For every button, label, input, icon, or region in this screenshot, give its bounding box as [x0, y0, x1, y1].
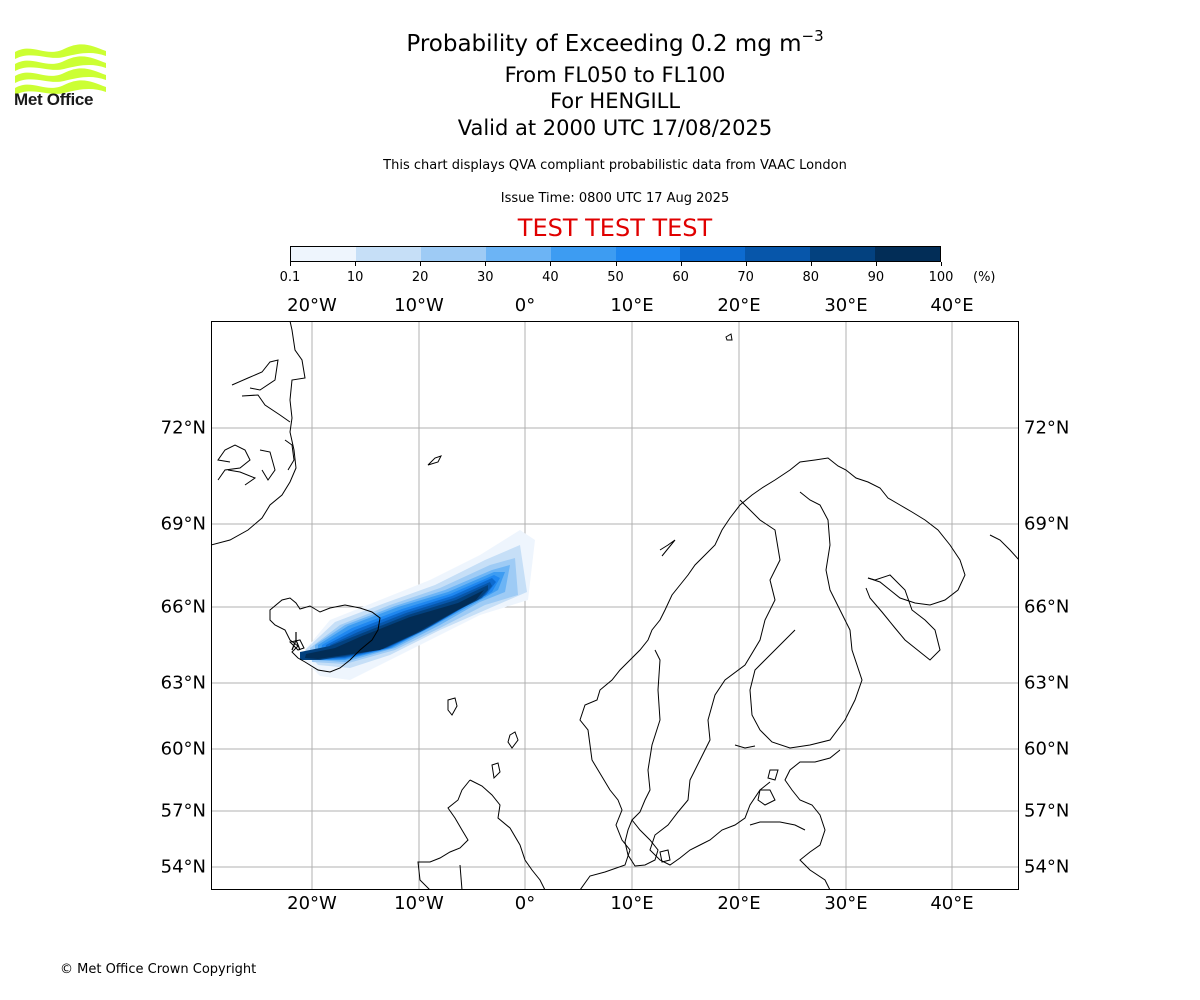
colorbar-tick — [810, 262, 812, 266]
logo-text: Met Office — [14, 90, 94, 109]
longitude-label: 40°E — [930, 893, 974, 914]
latitude-label: 63°N — [1024, 672, 1070, 694]
latitude-label: 72°N — [160, 417, 206, 439]
colorbar-segment — [615, 247, 681, 261]
colorbar-segment — [745, 247, 811, 261]
latitude-label: 63°N — [160, 672, 206, 694]
longitude-label: 0° — [514, 295, 536, 316]
colorbar-tick — [485, 262, 487, 266]
colorbar-tick-label: 90 — [867, 270, 885, 285]
colorbar-segment — [875, 247, 941, 261]
latitude-label: 69°N — [160, 513, 206, 535]
colorbar-tick-label: 60 — [672, 270, 689, 285]
colorbar-tick — [745, 262, 747, 266]
chart-title: Probability of Exceeding 0.2 mg m−3 — [406, 27, 824, 57]
volcano-marker — [291, 632, 301, 651]
colorbar-segment — [550, 247, 616, 261]
colorbar-tick-label: 80 — [802, 270, 820, 285]
longitude-label: 40°E — [930, 295, 974, 316]
flight-level-range: From FL050 to FL100 — [504, 63, 726, 87]
colorbar-segment — [810, 247, 876, 261]
colorbar-segment — [355, 247, 421, 261]
longitude-label: 20°W — [287, 893, 337, 914]
longitude-label: 20°E — [717, 893, 761, 914]
colorbar-tick — [290, 262, 291, 266]
colorbar-segment — [420, 247, 486, 261]
latitude-label: 66°N — [160, 596, 206, 618]
colorbar-tick-label: 20 — [411, 270, 429, 285]
longitude-label: 10°W — [394, 893, 444, 914]
colorbar-tick — [550, 262, 552, 266]
colorbar-tick-label: 40 — [542, 270, 559, 285]
colorbar-tick-label: 10 — [346, 270, 364, 285]
colorbar-unit: (%) — [973, 270, 996, 285]
latitude-label: 69°N — [1024, 513, 1070, 535]
test-banner: TEST TEST TEST — [517, 214, 713, 242]
latitude-label: 57°N — [160, 800, 206, 822]
colorbar-tick-label: 100 — [928, 270, 954, 285]
copyright: © Met Office Crown Copyright — [60, 962, 257, 977]
colorbar-segment — [485, 247, 551, 261]
gridlines — [212, 322, 1018, 889]
longitude-label: 30°E — [824, 893, 868, 914]
longitude-label: 0° — [514, 893, 536, 914]
colorbar-tick-label: 50 — [607, 270, 624, 285]
latitude-label: 60°N — [160, 738, 206, 760]
longitude-label: 10°W — [394, 295, 444, 316]
valid-time: Valid at 2000 UTC 17/08/2025 — [457, 116, 773, 140]
ash-plume-probability — [300, 530, 535, 680]
longitude-label: 20°W — [287, 295, 337, 316]
map-panel[interactable] — [211, 321, 1019, 890]
data-source-note: This chart displays QVA compliant probab… — [383, 158, 847, 173]
longitude-label: 10°E — [610, 295, 654, 316]
volcano-name: For HENGILL — [549, 89, 681, 113]
colorbar-tick — [941, 262, 942, 266]
colorbar-tick — [420, 262, 422, 266]
latitude-label: 60°N — [1024, 738, 1070, 760]
latitude-label: 57°N — [1024, 800, 1070, 822]
longitude-label: 30°E — [824, 295, 868, 316]
colorbar-tick-label: 0.1 — [279, 270, 301, 285]
latitude-label: 54°N — [1024, 856, 1070, 878]
latitude-label: 66°N — [1024, 596, 1070, 618]
colorbar-segment — [291, 247, 356, 261]
longitude-label: 10°E — [610, 893, 654, 914]
met-office-logo — [15, 44, 106, 95]
latitude-label: 72°N — [1024, 417, 1070, 439]
probability-colorbar — [290, 246, 941, 262]
colorbar-segment — [680, 247, 746, 261]
issue-time: Issue Time: 0800 UTC 17 Aug 2025 — [500, 191, 730, 206]
colorbar-tick — [355, 262, 357, 266]
longitude-label: 20°E — [717, 295, 761, 316]
map-svg — [212, 322, 1018, 889]
colorbar-tick-label: 30 — [477, 270, 494, 285]
colorbar-tick — [875, 262, 877, 266]
colorbar-tick — [615, 262, 617, 266]
colorbar-tick — [680, 262, 682, 266]
coastlines — [212, 322, 1018, 889]
latitude-label: 54°N — [160, 856, 206, 878]
colorbar-tick-label: 70 — [737, 270, 754, 285]
